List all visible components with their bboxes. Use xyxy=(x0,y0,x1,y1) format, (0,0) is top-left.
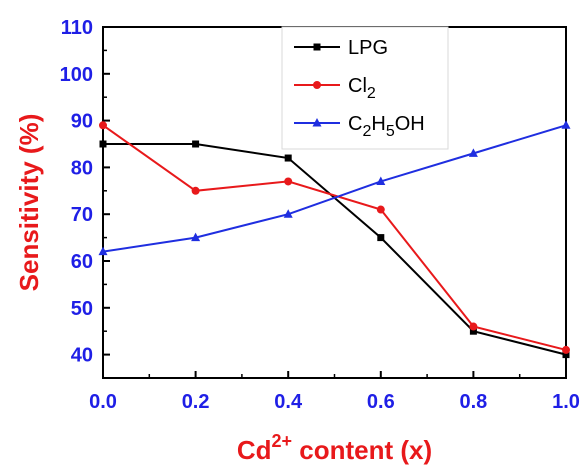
series-c2h5oh xyxy=(98,120,571,256)
legend-label-part: OH xyxy=(395,113,425,135)
data-point-c2h5oh xyxy=(283,209,293,218)
data-point-cl2 xyxy=(469,322,478,331)
data-point-c2h5oh xyxy=(468,148,478,157)
data-point-cl2 xyxy=(562,345,570,354)
legend-item-cl2: Cl2 xyxy=(294,75,376,102)
data-point-cl2 xyxy=(191,186,200,195)
legend-label-part: 2 xyxy=(367,85,376,102)
x-tick-label: 0.2 xyxy=(182,391,210,413)
x-axis-title: Cd2+ content (x) xyxy=(237,431,432,465)
y-tick-label: 60 xyxy=(71,251,93,273)
y-tick-label: 110 xyxy=(61,17,93,39)
data-point-lpg xyxy=(284,154,292,162)
x-axis-title-rest: content (x) xyxy=(292,435,432,465)
y-axis-title: Sensitivity (%) xyxy=(14,114,44,292)
tick-labels: 0.0 0.2 0.4 0.6 0.8 1.0 40 50 60 70 80 90 100 110 xyxy=(60,17,580,413)
legend-marker-cl2 xyxy=(313,81,321,89)
series-line-c2h5oh xyxy=(102,124,567,253)
legend-marker-c2h5oh xyxy=(312,118,322,127)
data-point-c2h5oh xyxy=(98,246,108,256)
legend-label-cl2: Cl2 xyxy=(348,75,376,102)
legend-label-part: H xyxy=(371,113,385,135)
legend-item-c2h5oh: C2H5OH xyxy=(294,113,425,140)
x-tick-label: 1.0 xyxy=(552,391,580,413)
legend-label-part: 2 xyxy=(362,123,371,140)
data-point-c2h5oh xyxy=(561,120,571,129)
legend-label-c2h5oh: C2H5OH xyxy=(348,113,425,140)
data-point-lpg xyxy=(377,234,385,242)
legend-label-lpg: LPG xyxy=(348,37,388,59)
y-tick-label: 50 xyxy=(71,298,93,320)
y-tick-label: 100 xyxy=(60,64,93,86)
x-axis-title-superscript: 2+ xyxy=(272,431,293,451)
data-point-lpg xyxy=(192,140,200,148)
series-layer xyxy=(98,120,571,359)
data-point-lpg xyxy=(469,327,477,335)
legend-marker-lpg xyxy=(313,43,321,51)
legend-label-part: C xyxy=(348,113,362,135)
legend-label-part: Cl xyxy=(348,75,367,97)
data-point-lpg xyxy=(99,140,107,148)
data-point-cl2 xyxy=(376,205,385,214)
x-tick-label: 0.4 xyxy=(274,391,303,413)
x-tick-label: 0.0 xyxy=(89,391,117,413)
series-cl2 xyxy=(99,121,570,354)
x-tick-label: 0.6 xyxy=(367,391,395,413)
x-axis-title-base: Cd xyxy=(237,435,272,465)
data-point-cl2 xyxy=(99,121,107,130)
y-tick-label: 90 xyxy=(71,111,93,133)
data-point-lpg xyxy=(562,351,570,359)
data-point-c2h5oh xyxy=(376,176,386,185)
data-point-c2h5oh xyxy=(191,232,201,242)
legend-label-part: LPG xyxy=(348,37,388,59)
x-tick-label: 0.8 xyxy=(459,391,487,413)
data-point-cl2 xyxy=(284,177,293,186)
y-tick-label: 80 xyxy=(71,157,93,179)
series-line-cl2 xyxy=(102,124,567,351)
y-tick-label: 40 xyxy=(71,345,93,367)
y-tick-label: 70 xyxy=(71,204,93,226)
legend-label-part: 5 xyxy=(386,123,395,140)
legend-item-lpg: LPG xyxy=(294,37,388,59)
